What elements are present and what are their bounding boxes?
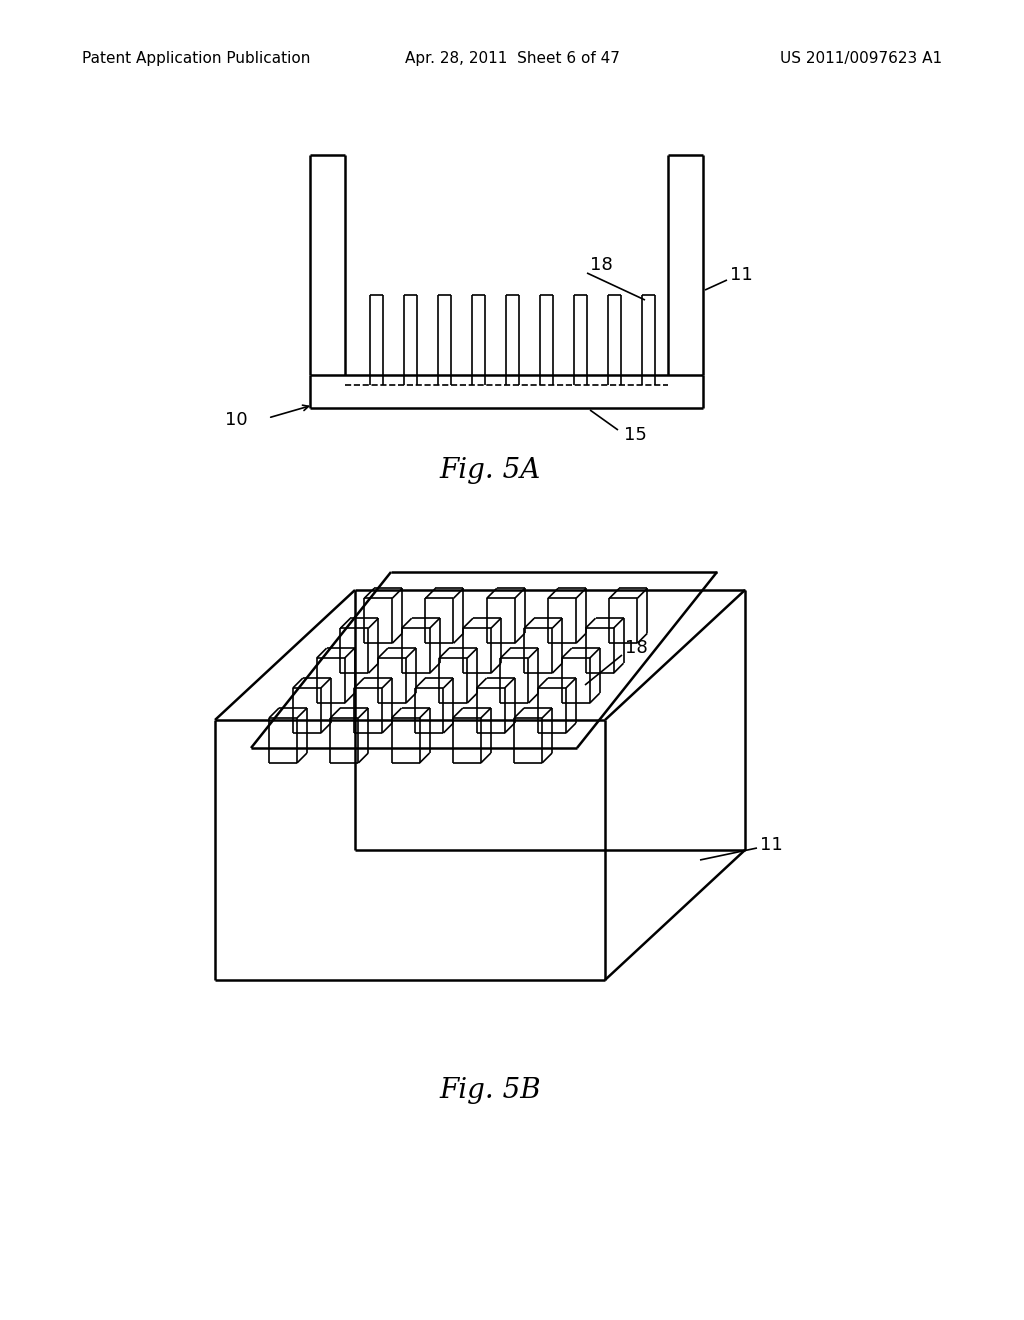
Text: Apr. 28, 2011  Sheet 6 of 47: Apr. 28, 2011 Sheet 6 of 47 bbox=[404, 50, 620, 66]
Text: US 2011/0097623 A1: US 2011/0097623 A1 bbox=[780, 50, 942, 66]
Text: 15: 15 bbox=[624, 426, 646, 444]
Text: 18: 18 bbox=[625, 639, 648, 657]
Text: Fig. 5A: Fig. 5A bbox=[439, 457, 541, 483]
Text: Patent Application Publication: Patent Application Publication bbox=[82, 50, 310, 66]
Text: 11: 11 bbox=[730, 267, 753, 284]
Text: Fig. 5B: Fig. 5B bbox=[439, 1077, 541, 1104]
Text: 10: 10 bbox=[225, 411, 248, 429]
Text: 18: 18 bbox=[590, 256, 612, 275]
Text: 11: 11 bbox=[760, 836, 782, 854]
